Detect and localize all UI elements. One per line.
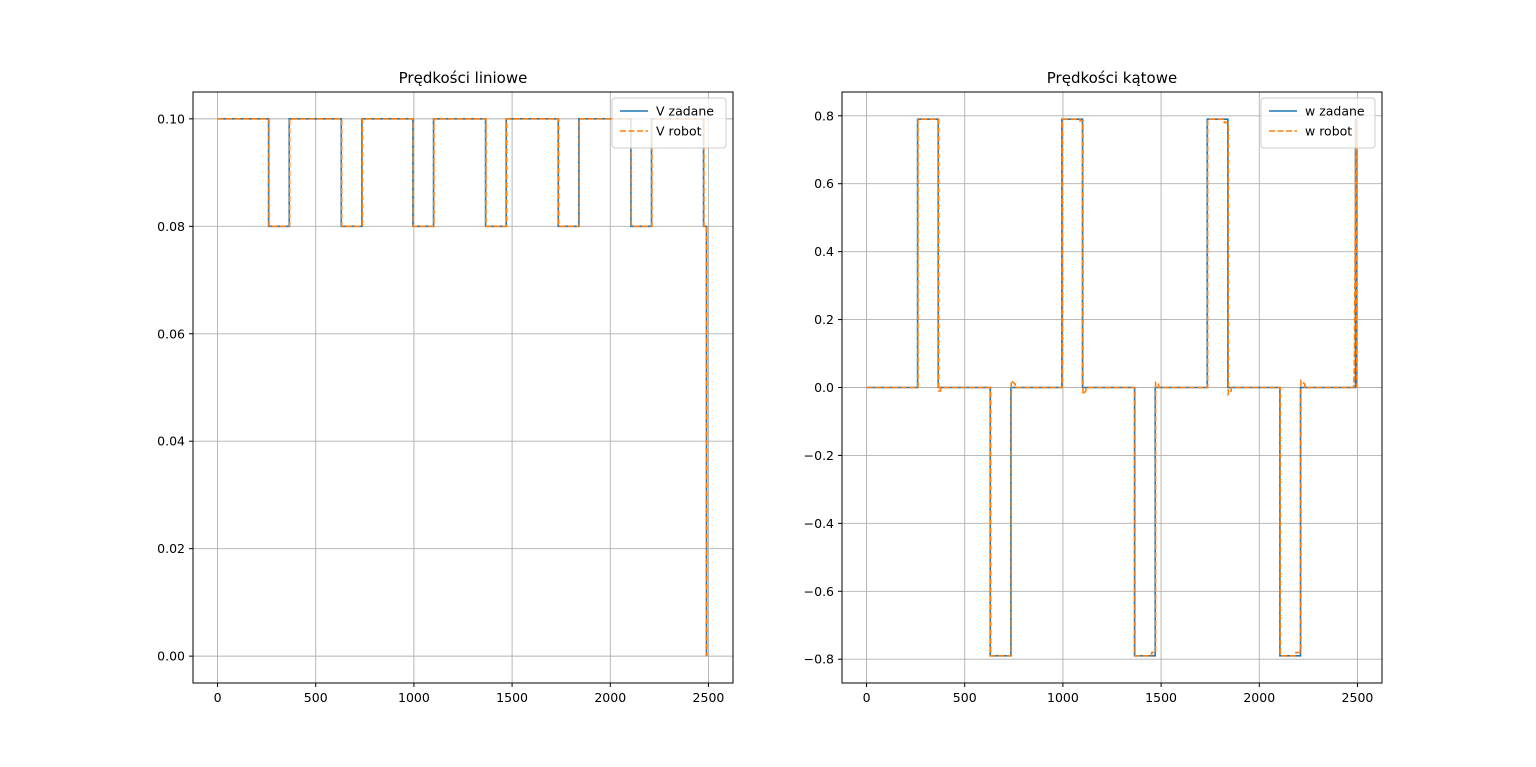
chart-title: Prędkości kątowe [1047, 69, 1177, 87]
axes-frame [192, 91, 734, 684]
y-tick-label: 0.02 [157, 541, 185, 556]
legend: V zadane V robot [611, 97, 727, 149]
x-tick-label: 2500 [1342, 690, 1374, 705]
y-tick-label: 0.10 [157, 111, 185, 126]
y-tick-label: 0.04 [157, 434, 185, 449]
legend-entry-label: V zadane [656, 104, 714, 119]
y-tick-label: −0.8 [804, 652, 834, 667]
y-tick-label: 0.2 [814, 312, 834, 327]
legend-entry-label: w robot [1305, 124, 1352, 139]
y-tick-label: 0.0 [814, 380, 834, 395]
y-tick-label: −0.2 [804, 448, 834, 463]
x-tick-label: 1000 [1047, 690, 1079, 705]
x-tick-label: 2000 [594, 690, 626, 705]
y-tick-label: −0.6 [804, 584, 834, 599]
chart-title: Prędkości liniowe [399, 69, 528, 87]
y-tick-label: 0.06 [157, 326, 185, 341]
legend: w zadane w robot [1260, 97, 1376, 149]
x-tick-label: 2500 [693, 690, 725, 705]
y-tick-label: 0.08 [157, 219, 185, 234]
y-tick-label: 0.4 [814, 244, 834, 259]
v-robot-series-line [217, 118, 708, 657]
x-tick-label: 500 [304, 690, 328, 705]
w-robot-series-line [866, 118, 1358, 657]
angular-velocity-axes: 0 500 1000 1500 2000 2500 −0.8 −0.6 −0.4 −0.2 0.0 0… [804, 69, 1383, 705]
y-tick-label: 0.8 [814, 108, 834, 123]
x-tick-label: 1000 [398, 690, 430, 705]
x-tick-label: 0 [214, 690, 222, 705]
y-tick-label: −0.4 [804, 516, 834, 531]
legend-entry-label: V robot [656, 124, 702, 139]
linear-velocity-axes: 0 500 1000 1500 2000 2500 0.00 0.02 0.04 0.06 0.08… [157, 69, 734, 705]
y-tick-label: 0.6 [814, 176, 834, 191]
x-tick-label: 1500 [1145, 690, 1177, 705]
x-tick-label: 2000 [1243, 690, 1275, 705]
x-tick-label: 1500 [496, 690, 528, 705]
y-tick-label: 0.00 [157, 649, 185, 664]
x-tick-label: 500 [953, 690, 977, 705]
legend-entry-label: w zadane [1305, 104, 1365, 119]
x-tick-label: 0 [863, 690, 871, 705]
